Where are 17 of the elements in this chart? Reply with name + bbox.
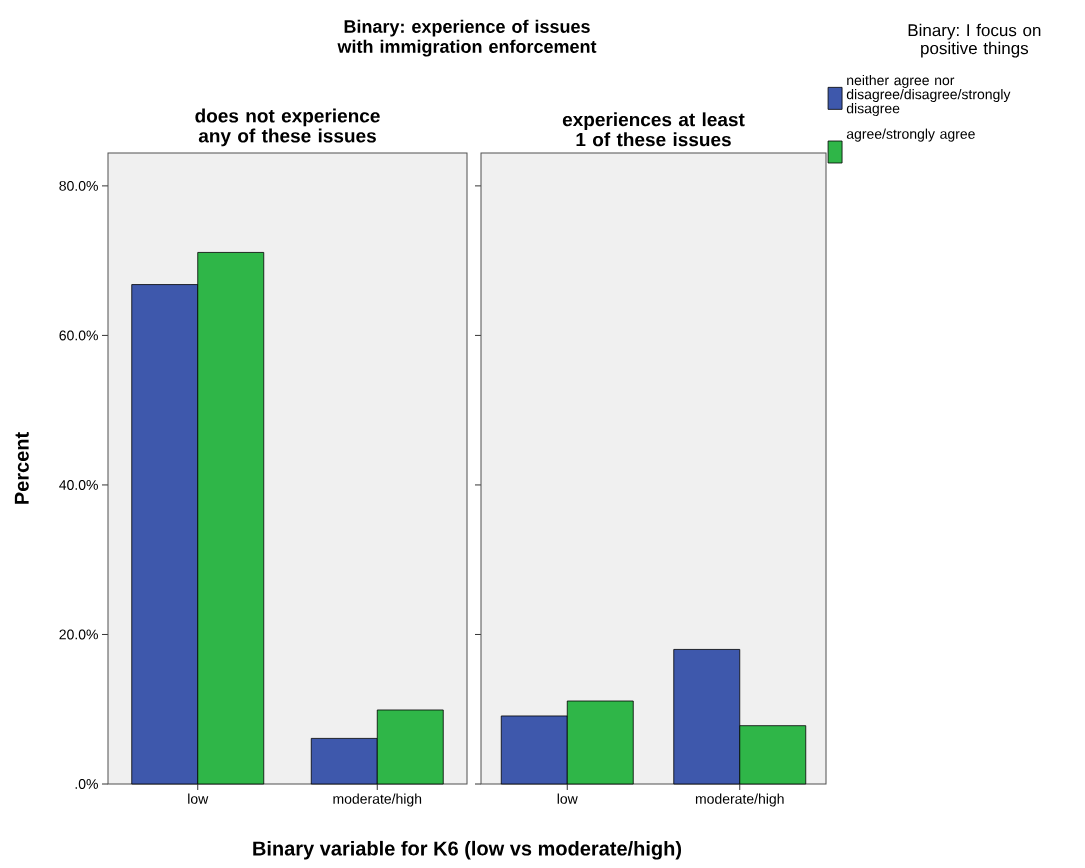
chart-subtitle: does not experience any of these issues: [195, 108, 380, 147]
legend-title: Binary: I focus on positive things: [908, 23, 1041, 58]
x-tick-label: low: [557, 793, 578, 804]
y-tick-label: .0%: [75, 779, 98, 789]
chart-subtitle: experiences at least 1 of these issues: [562, 112, 745, 147]
y-tick-label: 60.0%: [59, 330, 98, 341]
x-tick-label: low: [188, 793, 209, 804]
y-tick-label: 80.0%: [59, 180, 98, 191]
chart-title: Binary: experience of issues with immigration enforcement: [337, 19, 597, 57]
y-tick-label: 20.0%: [59, 629, 98, 640]
text: agree/strongly agree: [846, 128, 975, 142]
y-tick-label: 40.0%: [59, 479, 98, 490]
legend-label: neither agree nor disagree/disagree/strongly disagree: [846, 74, 1011, 117]
x-tick-label: moderate/high: [695, 793, 784, 807]
y-axis-title: Percent: [14, 432, 29, 504]
x-tick-label: moderate/high: [333, 793, 422, 807]
x-axis-title: Binary variable for K6 (low vs moderate/high): [253, 840, 682, 860]
